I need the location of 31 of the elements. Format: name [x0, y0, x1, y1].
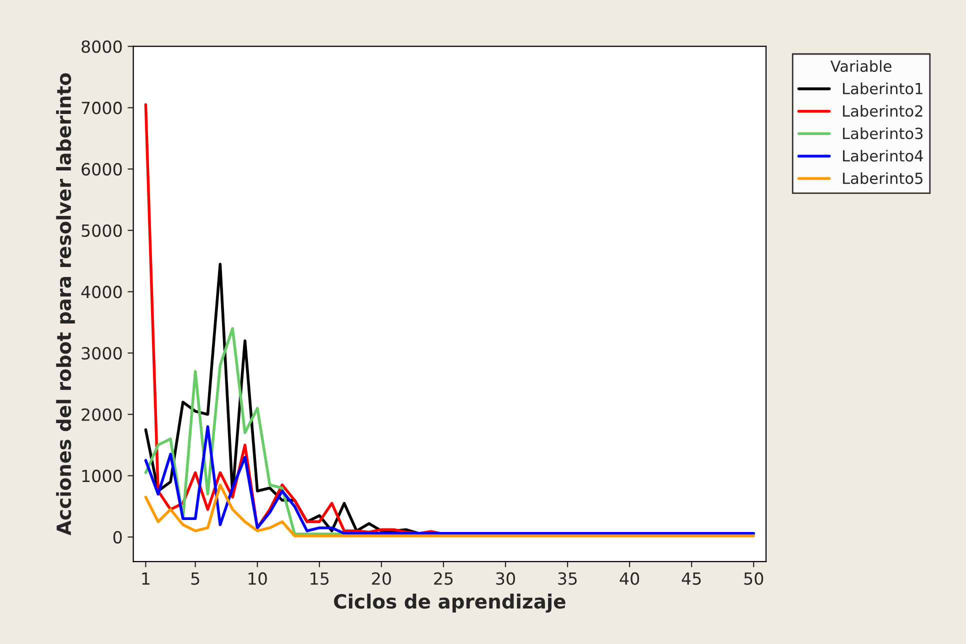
y-tick-label: 3000	[82, 346, 122, 360]
legend-label: Laberinto1	[843, 82, 922, 94]
y-tick-label: 4000	[81, 286, 122, 298]
x-tick-label: 1	[142, 572, 150, 585]
y-tick-label: 2000	[82, 408, 122, 421]
legend-title: Variable	[830, 60, 892, 72]
y-tick-label: 5000	[82, 224, 122, 237]
legend-label: Laberinto2	[843, 104, 922, 117]
x-tick-label: 25	[434, 572, 453, 585]
y-tick-label: 6000	[82, 162, 122, 176]
y-tick-label: 1000	[82, 470, 122, 482]
x-tick-label: 30	[496, 572, 515, 585]
x-tick-label: 35	[558, 572, 577, 585]
y-axis-title: Acciones del robot para resolver laberinto	[56, 73, 75, 536]
x-tick-label: 5	[191, 572, 200, 585]
x-tick-label: 45	[682, 572, 701, 585]
x-axis-title: Ciclos de aprendizaje	[334, 594, 566, 613]
x-tick-label: 50	[744, 572, 764, 585]
y-tick-label: 7000	[82, 102, 122, 114]
legend-label: Laberinto4	[843, 150, 923, 162]
x-tick-label: 40	[620, 572, 640, 585]
x-tick-label: 20	[372, 572, 391, 585]
line-series	[144, 484, 756, 538]
y-tick-label: 8000	[82, 40, 122, 53]
legend-label: Laberinto3	[843, 127, 923, 140]
y-tick-label: 0	[113, 530, 122, 544]
legend-label: Laberinto5	[843, 172, 922, 184]
line-series	[144, 425, 756, 535]
x-tick-label: 10	[248, 572, 267, 585]
x-tick-label: 15	[310, 572, 329, 585]
line-series	[144, 327, 346, 536]
